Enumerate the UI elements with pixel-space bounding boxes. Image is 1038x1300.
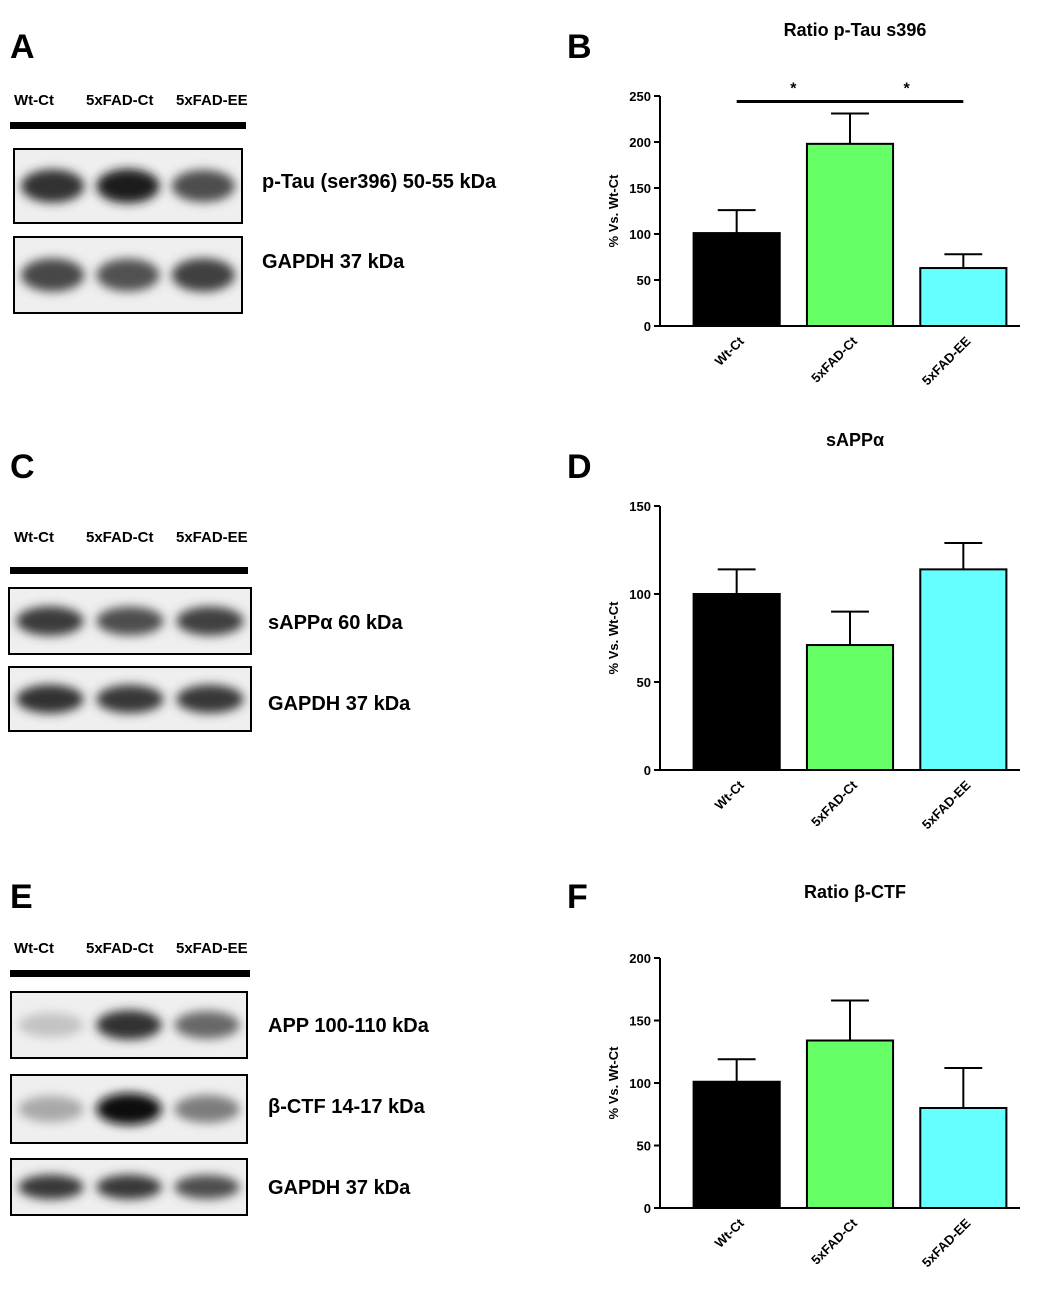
y-tick-label: 0 bbox=[644, 319, 651, 334]
blot-bands-picture bbox=[10, 668, 250, 730]
blot-label: sAPPα 60 kDa bbox=[268, 612, 403, 634]
lane-group-bar bbox=[10, 122, 246, 129]
lane-label-wt-ct: Wt-Ct bbox=[14, 940, 54, 957]
western-blot-band-image bbox=[8, 587, 252, 655]
panel-letter-e: E bbox=[10, 878, 33, 916]
y-tick-label: 50 bbox=[637, 1139, 651, 1154]
bar-5xfad-ct bbox=[805, 644, 895, 771]
blot-band bbox=[16, 684, 84, 714]
y-tick-label: 150 bbox=[629, 499, 651, 514]
lane-label-5xfad-ct: 5xFAD-Ct bbox=[86, 529, 154, 546]
bar-5xfad-ee bbox=[919, 568, 1008, 771]
chart-title: Ratio β-CTF bbox=[804, 882, 906, 902]
blot-band bbox=[18, 1174, 84, 1200]
y-tick-label: 0 bbox=[644, 763, 651, 778]
bar-5xfad-ct bbox=[805, 142, 895, 327]
blot-bands-picture bbox=[12, 993, 246, 1057]
blot-band bbox=[21, 169, 85, 203]
blot-label: GAPDH 37 kDa bbox=[268, 1177, 411, 1199]
western-blot-band-image bbox=[8, 666, 252, 732]
western-blot-band-image bbox=[13, 236, 243, 314]
x-tick-label: 5xFAD-EE bbox=[919, 1215, 974, 1270]
blot-bands-picture bbox=[15, 238, 241, 312]
blot-band bbox=[96, 168, 160, 204]
panel-letter-b: B bbox=[567, 28, 592, 66]
western-blot-band-image bbox=[10, 1158, 248, 1216]
blot-band bbox=[174, 1011, 240, 1039]
blot-band bbox=[96, 258, 160, 292]
panel-letter-c: C bbox=[10, 448, 35, 486]
y-axis-label: % Vs. Wt-Ct bbox=[606, 174, 621, 248]
blot-label: GAPDH 37 kDa bbox=[268, 693, 411, 715]
significance-marker: * bbox=[904, 80, 911, 97]
blot-band bbox=[171, 258, 235, 292]
western-blot-band-image bbox=[10, 991, 248, 1059]
blot-band bbox=[174, 1095, 240, 1123]
y-tick-label: 200 bbox=[629, 951, 651, 966]
blot-band bbox=[16, 606, 84, 636]
blot-band bbox=[96, 1174, 162, 1200]
bar-chart-ptau: Ratio p-Tau s396 % Vs. Wt-Ct 0 50 100 150 200 2… bbox=[606, 20, 1020, 388]
blot-band bbox=[18, 1012, 84, 1038]
blot-band bbox=[96, 1093, 162, 1125]
bar-wt-ct bbox=[692, 593, 781, 771]
blot-bands-picture bbox=[12, 1076, 246, 1142]
blot-label: APP 100-110 kDa bbox=[268, 1015, 429, 1037]
blot-bands-picture bbox=[15, 150, 241, 222]
blot-band bbox=[21, 258, 85, 292]
blot-bands-picture bbox=[10, 589, 250, 653]
western-blot-band-image bbox=[10, 1074, 248, 1144]
y-tick-label: 0 bbox=[644, 1201, 651, 1216]
lane-label-5xfad-ee: 5xFAD-EE bbox=[176, 529, 248, 546]
bar-wt-ct bbox=[692, 232, 781, 327]
x-tick-label: 5xFAD-Ct bbox=[808, 1215, 860, 1267]
y-tick-label: 100 bbox=[629, 1076, 651, 1091]
bar-5xfad-ct bbox=[805, 1039, 895, 1209]
x-tick-label: Wt-Ct bbox=[712, 1215, 748, 1251]
blot-band bbox=[18, 1095, 84, 1123]
y-tick-label: 50 bbox=[637, 273, 651, 288]
y-tick-label: 250 bbox=[629, 89, 651, 104]
lane-group-bar bbox=[10, 567, 248, 574]
panel-letter-a: A bbox=[10, 28, 35, 66]
blot-label: p-Tau (ser396) 50-55 kDa bbox=[262, 171, 497, 193]
western-blot-band-image bbox=[13, 148, 243, 224]
y-axis-label: % Vs. Wt-Ct bbox=[606, 601, 621, 675]
lane-label-wt-ct: Wt-Ct bbox=[14, 92, 54, 109]
y-tick-label: 50 bbox=[637, 675, 651, 690]
y-tick-label: 100 bbox=[629, 227, 651, 242]
y-tick-label: 150 bbox=[629, 1014, 651, 1029]
significance-marker: * bbox=[790, 80, 797, 97]
y-axis-label: % Vs. Wt-Ct bbox=[606, 1046, 621, 1120]
lane-group-bar bbox=[10, 970, 250, 977]
blot-band bbox=[176, 606, 244, 636]
lane-label-wt-ct: Wt-Ct bbox=[14, 529, 54, 546]
blot-label: GAPDH 37 kDa bbox=[262, 251, 405, 273]
blot-band bbox=[96, 606, 164, 636]
blot-label: β-CTF 14-17 kDa bbox=[268, 1096, 425, 1118]
lane-label-5xfad-ee: 5xFAD-EE bbox=[176, 92, 248, 109]
chart-title: sAPPα bbox=[826, 430, 884, 450]
chart-title: Ratio p-Tau s396 bbox=[784, 20, 927, 40]
panel-letter-f: F bbox=[567, 878, 588, 916]
blot-band bbox=[96, 1010, 162, 1040]
blot-band bbox=[171, 169, 235, 203]
y-tick-label: 200 bbox=[629, 135, 651, 150]
y-tick-label: 100 bbox=[629, 587, 651, 602]
blot-bands-picture bbox=[12, 1160, 246, 1214]
blot-band bbox=[174, 1174, 240, 1200]
panel-letter-d: D bbox=[567, 448, 592, 486]
blot-band bbox=[176, 684, 244, 714]
bar-wt-ct bbox=[692, 1080, 781, 1209]
bar-5xfad-ee bbox=[919, 267, 1008, 328]
lane-label-5xfad-ct: 5xFAD-Ct bbox=[86, 92, 154, 109]
lane-label-5xfad-ee: 5xFAD-EE bbox=[176, 940, 248, 957]
y-tick-label: 150 bbox=[629, 181, 651, 196]
lane-label-5xfad-ct: 5xFAD-Ct bbox=[86, 940, 154, 957]
bar-5xfad-ee bbox=[919, 1107, 1008, 1209]
blot-band bbox=[96, 684, 164, 714]
